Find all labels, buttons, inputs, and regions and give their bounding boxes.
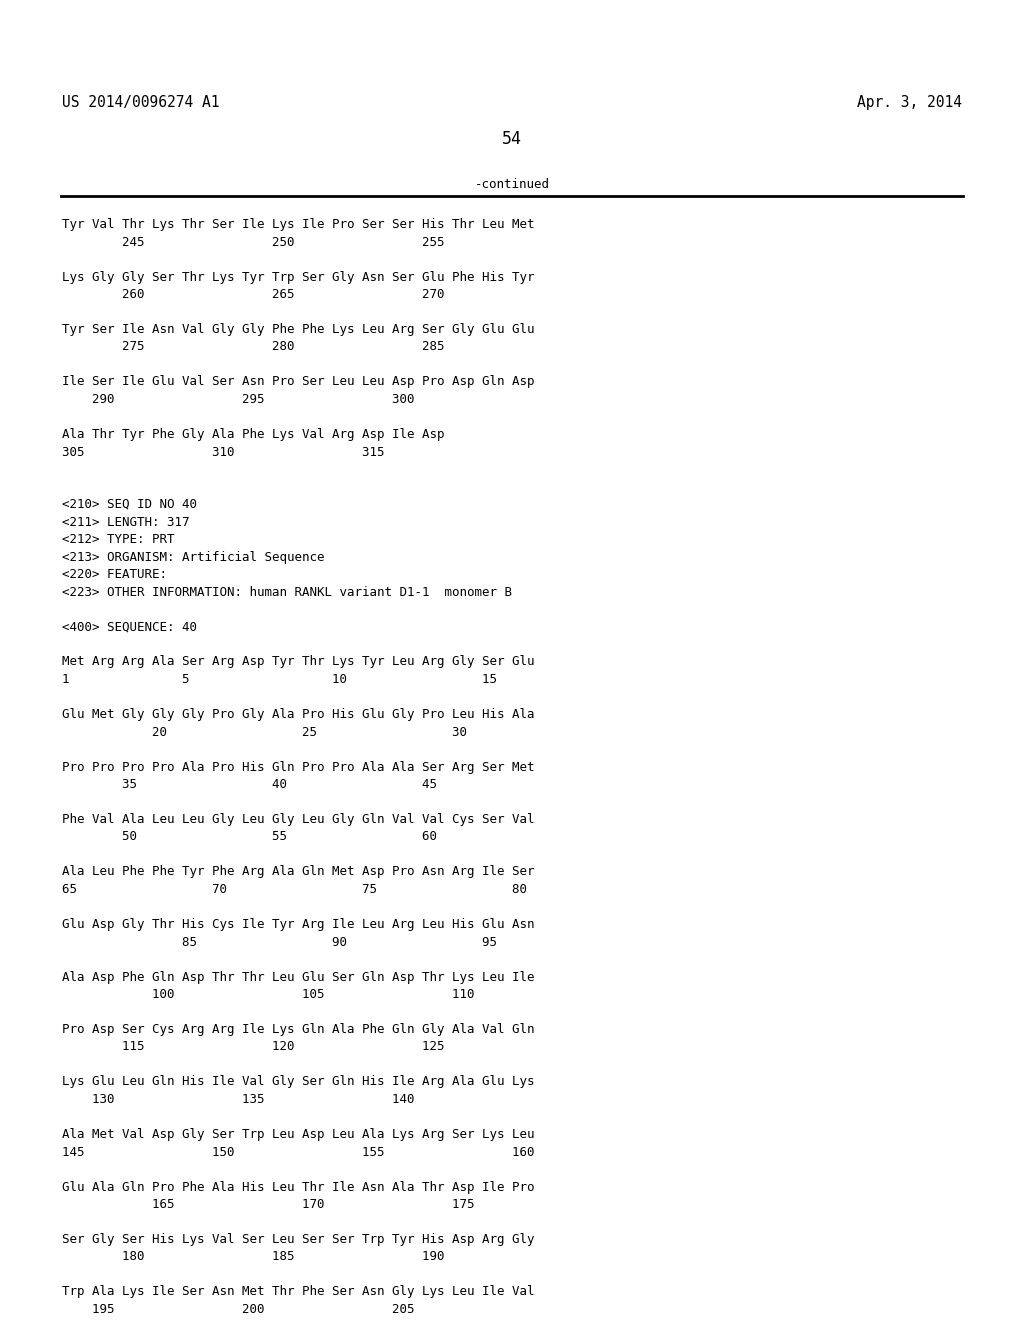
- Text: Ile Ser Ile Glu Val Ser Asn Pro Ser Leu Leu Asp Pro Asp Gln Asp: Ile Ser Ile Glu Val Ser Asn Pro Ser Leu …: [62, 375, 535, 388]
- Text: Tyr Val Thr Lys Thr Ser Ile Lys Ile Pro Ser Ser His Thr Leu Met: Tyr Val Thr Lys Thr Ser Ile Lys Ile Pro …: [62, 218, 535, 231]
- Text: 305                 310                 315: 305 310 315: [62, 446, 384, 458]
- Text: Glu Asp Gly Thr His Cys Ile Tyr Arg Ile Leu Arg Leu His Glu Asn: Glu Asp Gly Thr His Cys Ile Tyr Arg Ile …: [62, 917, 535, 931]
- Text: Lys Gly Gly Ser Thr Lys Tyr Trp Ser Gly Asn Ser Glu Phe His Tyr: Lys Gly Gly Ser Thr Lys Tyr Trp Ser Gly …: [62, 271, 535, 284]
- Text: <400> SEQUENCE: 40: <400> SEQUENCE: 40: [62, 620, 197, 634]
- Text: <223> OTHER INFORMATION: human RANKL variant D1-1  monomer B: <223> OTHER INFORMATION: human RANKL var…: [62, 586, 512, 598]
- Text: Glu Ala Gln Pro Phe Ala His Leu Thr Ile Asn Ala Thr Asp Ile Pro: Glu Ala Gln Pro Phe Ala His Leu Thr Ile …: [62, 1180, 535, 1193]
- Text: 275                 280                 285: 275 280 285: [62, 341, 444, 354]
- Text: 145                 150                 155                 160: 145 150 155 160: [62, 1146, 535, 1159]
- Text: Pro Pro Pro Pro Ala Pro His Gln Pro Pro Ala Ala Ser Arg Ser Met: Pro Pro Pro Pro Ala Pro His Gln Pro Pro …: [62, 760, 535, 774]
- Text: 260                 265                 270: 260 265 270: [62, 288, 444, 301]
- Text: Glu Met Gly Gly Gly Pro Gly Ala Pro His Glu Gly Pro Leu His Ala: Glu Met Gly Gly Gly Pro Gly Ala Pro His …: [62, 708, 535, 721]
- Text: Trp Ala Lys Ile Ser Asn Met Thr Phe Ser Asn Gly Lys Leu Ile Val: Trp Ala Lys Ile Ser Asn Met Thr Phe Ser …: [62, 1286, 535, 1299]
- Text: Ala Asp Phe Gln Asp Thr Thr Leu Glu Ser Gln Asp Thr Lys Leu Ile: Ala Asp Phe Gln Asp Thr Thr Leu Glu Ser …: [62, 970, 535, 983]
- Text: 1               5                   10                  15: 1 5 10 15: [62, 673, 497, 686]
- Text: -continued: -continued: [474, 178, 550, 191]
- Text: Ser Gly Ser His Lys Val Ser Leu Ser Ser Trp Tyr His Asp Arg Gly: Ser Gly Ser His Lys Val Ser Leu Ser Ser …: [62, 1233, 535, 1246]
- Text: 20                  25                  30: 20 25 30: [62, 726, 467, 738]
- Text: 290                 295                 300: 290 295 300: [62, 393, 415, 407]
- Text: <213> ORGANISM: Artificial Sequence: <213> ORGANISM: Artificial Sequence: [62, 550, 325, 564]
- Text: <212> TYPE: PRT: <212> TYPE: PRT: [62, 533, 174, 546]
- Text: 85                  90                  95: 85 90 95: [62, 936, 497, 949]
- Text: 195                 200                 205: 195 200 205: [62, 1303, 415, 1316]
- Text: 54: 54: [502, 129, 522, 148]
- Text: 50                  55                  60: 50 55 60: [62, 830, 437, 843]
- Text: Lys Glu Leu Gln His Ile Val Gly Ser Gln His Ile Arg Ala Glu Lys: Lys Glu Leu Gln His Ile Val Gly Ser Gln …: [62, 1076, 535, 1089]
- Text: Ala Thr Tyr Phe Gly Ala Phe Lys Val Arg Asp Ile Asp: Ala Thr Tyr Phe Gly Ala Phe Lys Val Arg …: [62, 428, 444, 441]
- Text: 65                  70                  75                  80: 65 70 75 80: [62, 883, 527, 896]
- Text: Tyr Ser Ile Asn Val Gly Gly Phe Phe Lys Leu Arg Ser Gly Glu Glu: Tyr Ser Ile Asn Val Gly Gly Phe Phe Lys …: [62, 323, 535, 337]
- Text: <210> SEQ ID NO 40: <210> SEQ ID NO 40: [62, 498, 197, 511]
- Text: Apr. 3, 2014: Apr. 3, 2014: [857, 95, 962, 110]
- Text: 115                 120                 125: 115 120 125: [62, 1040, 444, 1053]
- Text: US 2014/0096274 A1: US 2014/0096274 A1: [62, 95, 219, 110]
- Text: Ala Met Val Asp Gly Ser Trp Leu Asp Leu Ala Lys Arg Ser Lys Leu: Ala Met Val Asp Gly Ser Trp Leu Asp Leu …: [62, 1129, 535, 1140]
- Text: Phe Val Ala Leu Leu Gly Leu Gly Leu Gly Gln Val Val Cys Ser Val: Phe Val Ala Leu Leu Gly Leu Gly Leu Gly …: [62, 813, 535, 826]
- Text: Pro Asp Ser Cys Arg Arg Ile Lys Gln Ala Phe Gln Gly Ala Val Gln: Pro Asp Ser Cys Arg Arg Ile Lys Gln Ala …: [62, 1023, 535, 1036]
- Text: 130                 135                 140: 130 135 140: [62, 1093, 415, 1106]
- Text: 180                 185                 190: 180 185 190: [62, 1250, 444, 1263]
- Text: 100                 105                 110: 100 105 110: [62, 987, 474, 1001]
- Text: <220> FEATURE:: <220> FEATURE:: [62, 568, 167, 581]
- Text: 245                 250                 255: 245 250 255: [62, 235, 444, 248]
- Text: 35                  40                  45: 35 40 45: [62, 777, 437, 791]
- Text: 165                 170                 175: 165 170 175: [62, 1199, 474, 1210]
- Text: Ala Leu Phe Phe Tyr Phe Arg Ala Gln Met Asp Pro Asn Arg Ile Ser: Ala Leu Phe Phe Tyr Phe Arg Ala Gln Met …: [62, 866, 535, 879]
- Text: Met Arg Arg Ala Ser Arg Asp Tyr Thr Lys Tyr Leu Arg Gly Ser Glu: Met Arg Arg Ala Ser Arg Asp Tyr Thr Lys …: [62, 656, 535, 668]
- Text: <211> LENGTH: 317: <211> LENGTH: 317: [62, 516, 189, 528]
